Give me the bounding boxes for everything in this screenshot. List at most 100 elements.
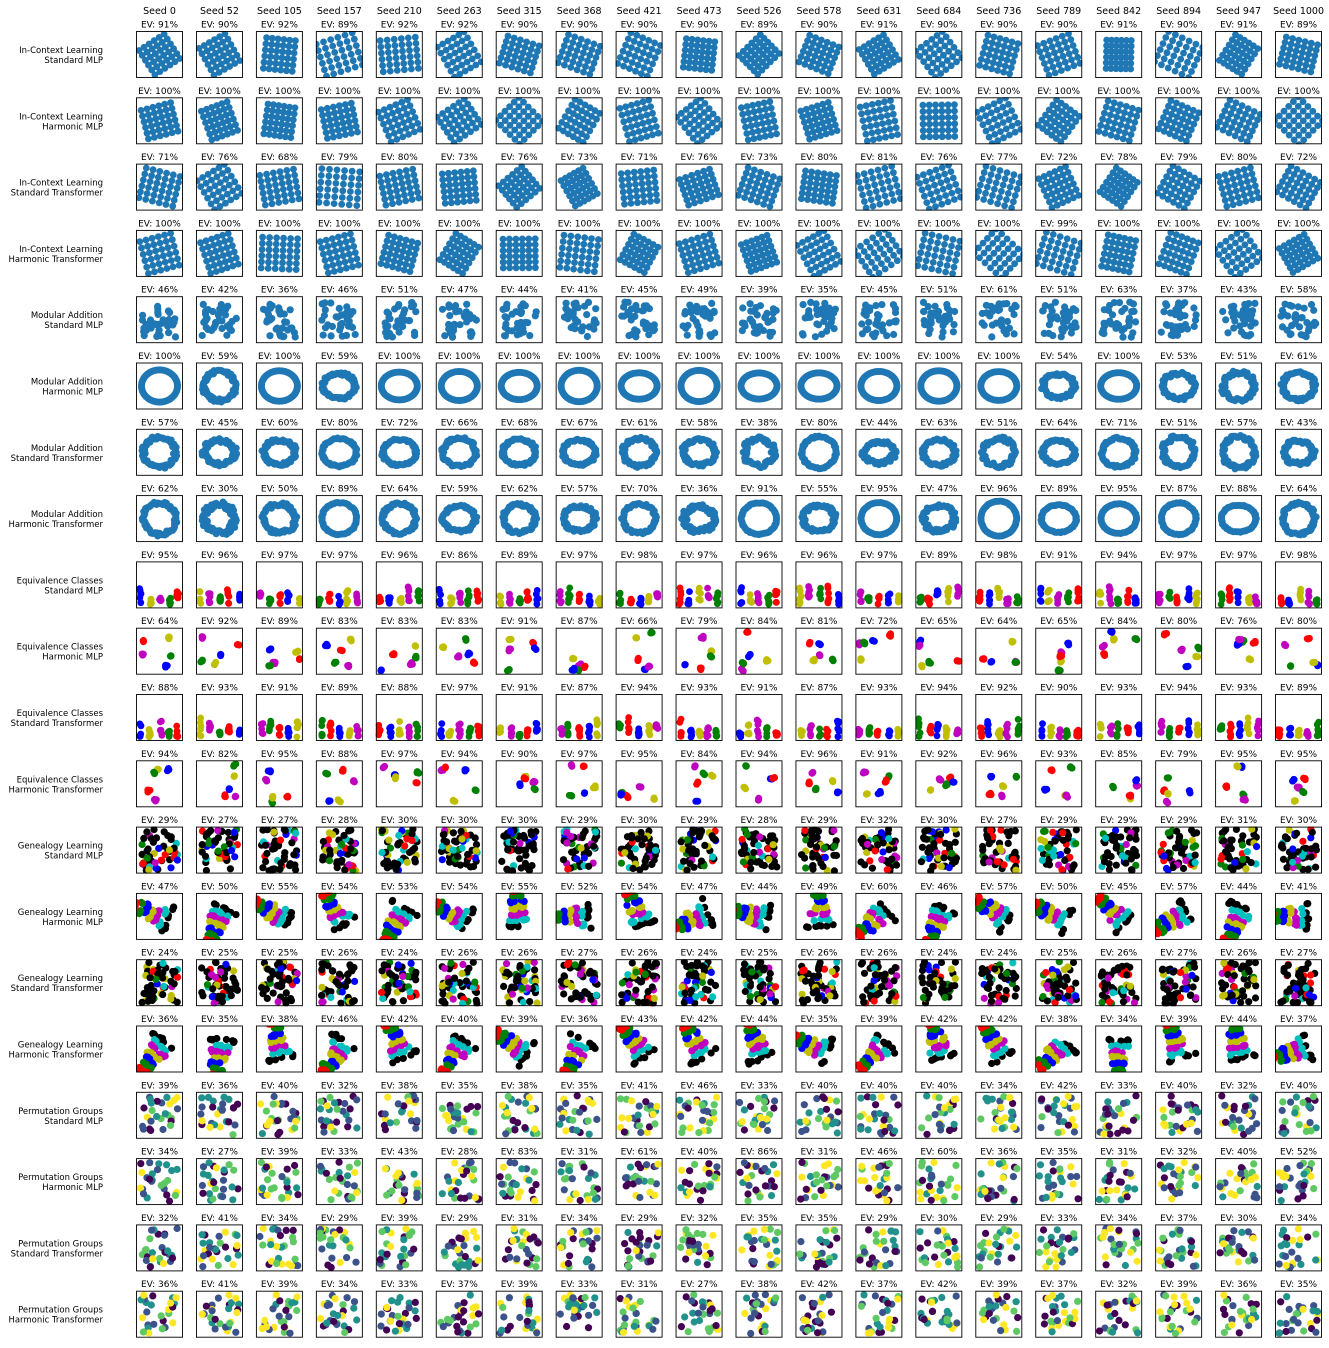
scatter-point: [560, 313, 569, 321]
scatter-point: [215, 188, 222, 196]
scatter-point: [322, 236, 330, 244]
scatter-point: [321, 324, 330, 332]
scatter-point: [987, 171, 995, 179]
scatter-point: [1035, 260, 1040, 267]
scatter-point: [942, 318, 950, 326]
scatter-point: [819, 175, 827, 183]
scatter-point: [923, 39, 930, 47]
scatter-point: [377, 43, 385, 51]
scatter-point: [286, 247, 294, 255]
scatter-point: [560, 42, 568, 50]
scatter-point: [504, 32, 512, 40]
scatter-point: [515, 112, 523, 120]
scatter-point: [285, 109, 293, 117]
scatter-point: [583, 332, 592, 341]
subplot: EV: 45%: [855, 286, 903, 344]
scatter-point: [1181, 64, 1189, 72]
scatter-point: [643, 167, 651, 175]
scatter-point: [571, 259, 578, 266]
scatter-point: [802, 105, 810, 113]
scatter-point: [525, 131, 533, 139]
scatter-point: [1190, 304, 1198, 312]
scatter-point: [156, 239, 164, 247]
scatter-point: [689, 194, 697, 202]
scatter-point: [684, 269, 692, 276]
scatter-point: [994, 200, 1001, 208]
scatter-point: [759, 120, 766, 127]
scatter-point: [1119, 115, 1127, 123]
scatter-point: [459, 192, 467, 200]
scatter-point: [1063, 235, 1071, 243]
scatter-point: [647, 103, 654, 111]
scatter-point: [939, 247, 947, 255]
scatter-point: [265, 131, 273, 138]
scatter-point: [810, 109, 817, 117]
scatter-point: [947, 62, 955, 70]
scatter-point: [440, 182, 447, 190]
scatter-point: [1231, 317, 1239, 325]
scatter-point: [804, 37, 811, 44]
scatter-point: [1044, 51, 1052, 59]
scatter-point: [1040, 262, 1047, 270]
subplot: EV: 90%: [675, 21, 723, 78]
scatter-point: [162, 43, 169, 51]
scatter-point: [570, 265, 577, 273]
scatter-point: [1002, 97, 1009, 102]
column-header: Seed 52: [200, 6, 239, 17]
ev-label: EV: 100%: [678, 352, 721, 362]
scatter-point: [514, 65, 522, 73]
scatter-point: [693, 187, 701, 195]
scatter-point: [940, 51, 947, 59]
scatter-point: [1224, 183, 1232, 191]
scatter-point: [1006, 131, 1013, 139]
scatter-point: [763, 171, 771, 178]
scatter-point: [391, 130, 398, 137]
scatter-point: [1070, 180, 1077, 188]
scatter-point: [339, 252, 347, 260]
scatter-point: [1224, 115, 1232, 123]
scatter-point: [502, 38, 510, 45]
subplot: EV: 71%: [615, 153, 663, 211]
scatter-point: [261, 124, 268, 132]
scatter-point: [772, 186, 780, 194]
scatter-point: [926, 168, 934, 176]
scatter-point: [354, 188, 362, 196]
scatter-point: [326, 165, 333, 173]
scatter-point: [293, 241, 301, 249]
scatter-point: [803, 55, 811, 63]
scatter-point: [152, 50, 159, 58]
scatter-point: [991, 53, 999, 61]
scatter-point: [631, 136, 639, 144]
scatter-point: [264, 264, 272, 272]
scatter-point: [942, 234, 950, 242]
scatter-point: [456, 135, 463, 143]
scatter-point: [335, 102, 343, 110]
subplot: EV: 100%: [1095, 87, 1143, 145]
scatter-point: [946, 249, 954, 256]
scatter-point: [1226, 97, 1234, 104]
scatter-point: [233, 51, 241, 59]
scatter-point: [520, 108, 528, 115]
scatter-point: [382, 201, 390, 209]
scatter-point: [218, 60, 225, 68]
scatter-point: [1169, 163, 1177, 170]
scatter-point: [584, 38, 591, 45]
scatter-point: [392, 181, 399, 189]
scatter-point: [579, 115, 587, 123]
scatter-point: [271, 265, 279, 272]
scatter-point: [1058, 67, 1065, 74]
scatter-point: [292, 266, 300, 273]
scatter-point: [867, 65, 875, 73]
scatter-point: [805, 50, 813, 57]
scatter-point: [1165, 116, 1173, 124]
scatter-point: [1189, 46, 1197, 54]
scatter-point: [1117, 202, 1125, 210]
scatter-point: [232, 380, 240, 388]
scatter-point: [327, 122, 335, 129]
scatter-point: [862, 204, 870, 211]
scatter-point: [855, 46, 863, 53]
scatter-point: [329, 103, 337, 111]
scatter-point: [276, 168, 284, 176]
scatter-point: [238, 190, 243, 197]
ev-label: EV: 100%: [318, 219, 361, 229]
